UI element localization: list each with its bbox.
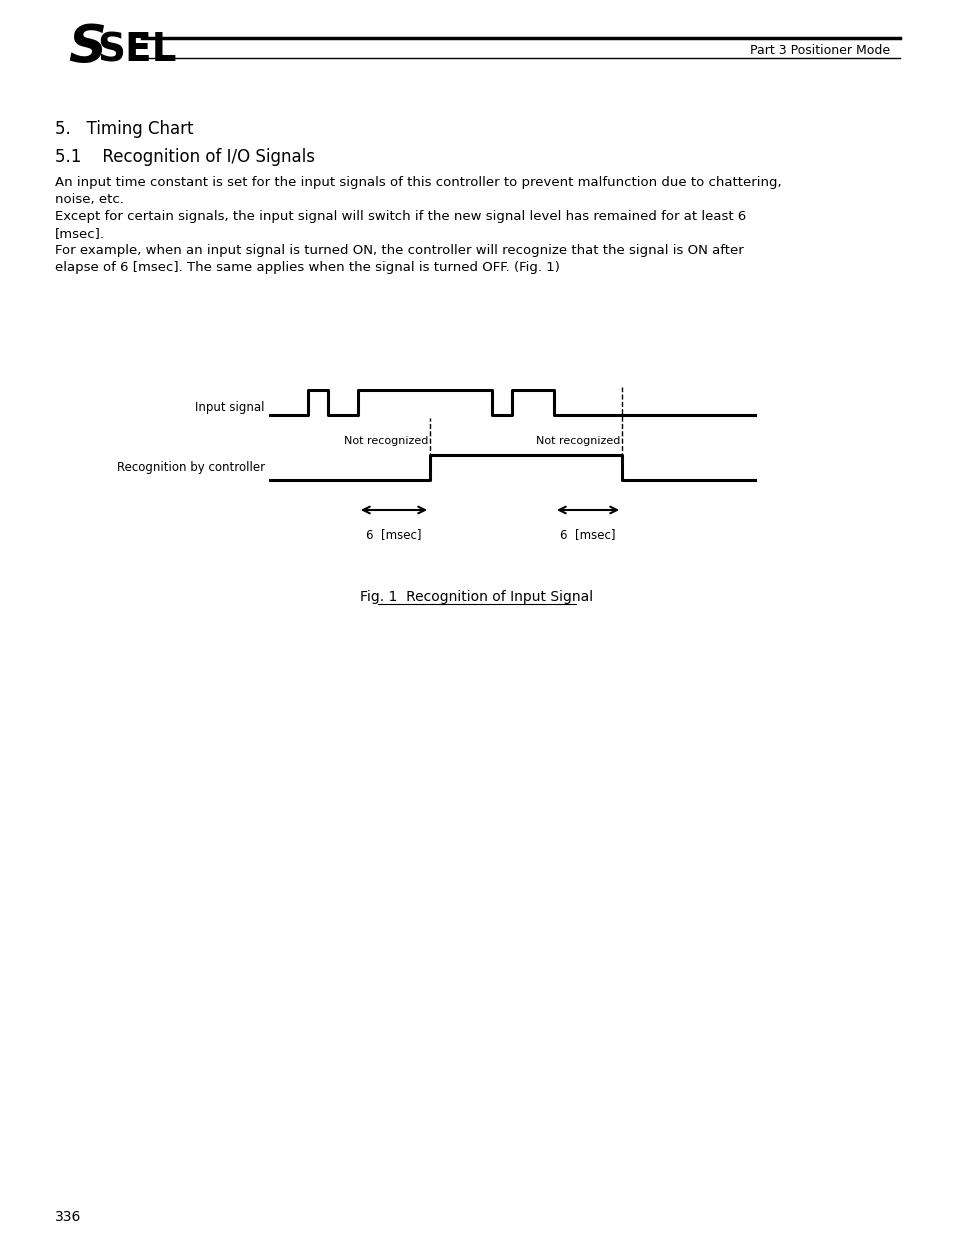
Text: [msec].: [msec]. (55, 227, 105, 240)
Text: 5.1    Recognition of I/O Signals: 5.1 Recognition of I/O Signals (55, 148, 314, 165)
Text: Not recognized: Not recognized (343, 436, 428, 446)
Text: 336: 336 (55, 1210, 81, 1224)
Text: 5.   Timing Chart: 5. Timing Chart (55, 120, 193, 138)
Text: 6  [msec]: 6 [msec] (559, 529, 615, 541)
Text: Part 3 Positioner Mode: Part 3 Positioner Mode (749, 44, 889, 58)
Text: Not recognized: Not recognized (535, 436, 619, 446)
Text: S: S (68, 22, 106, 74)
Text: Input signal: Input signal (195, 400, 265, 414)
Text: For example, when an input signal is turned ON, the controller will recognize th: For example, when an input signal is tur… (55, 245, 743, 257)
Text: Recognition by controller: Recognition by controller (117, 462, 265, 474)
Text: elapse of 6 [msec]. The same applies when the signal is turned OFF. (Fig. 1): elapse of 6 [msec]. The same applies whe… (55, 261, 559, 274)
Text: Except for certain signals, the input signal will switch if the new signal level: Except for certain signals, the input si… (55, 210, 745, 224)
Text: Fig. 1  Recognition of Input Signal: Fig. 1 Recognition of Input Signal (360, 590, 593, 604)
Text: An input time constant is set for the input signals of this controller to preven: An input time constant is set for the in… (55, 177, 781, 189)
Text: SEL: SEL (97, 32, 176, 70)
Text: noise, etc.: noise, etc. (55, 193, 124, 206)
Text: 6  [msec]: 6 [msec] (366, 529, 421, 541)
